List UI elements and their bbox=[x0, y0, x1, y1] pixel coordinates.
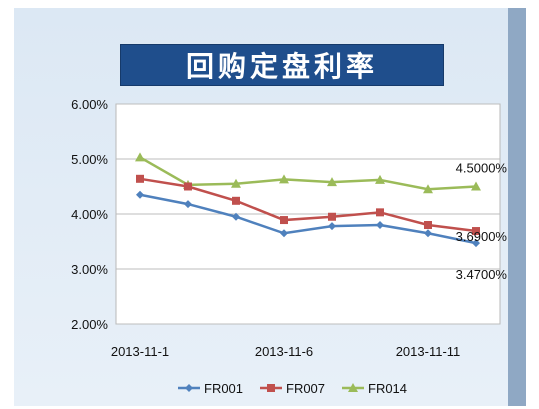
data-point bbox=[184, 182, 192, 191]
x-tick-label: 2013-11-6 bbox=[255, 344, 313, 359]
series-line bbox=[139, 156, 477, 191]
legend-marker bbox=[348, 383, 358, 392]
annotations: 4.5000% 3.6900% 3.4700% bbox=[456, 161, 508, 283]
y-tick-label: 3.00% bbox=[71, 262, 108, 277]
data-point bbox=[471, 181, 481, 191]
data-point bbox=[376, 208, 384, 217]
data-point bbox=[231, 178, 241, 188]
data-point bbox=[280, 216, 288, 225]
series-line bbox=[139, 193, 477, 245]
chart-title: 回购定盘利率 bbox=[120, 44, 444, 86]
series-line bbox=[139, 177, 477, 233]
data-point bbox=[376, 221, 384, 229]
data-label: 3.6900% bbox=[456, 229, 508, 244]
x-tick-label: 2013-11-11 bbox=[396, 344, 461, 359]
data-point bbox=[136, 174, 144, 183]
legend-item-fr001: FR001 bbox=[178, 381, 243, 396]
data-point bbox=[232, 196, 240, 205]
legend: FR001 FR007 FR014 bbox=[178, 381, 407, 396]
data-point bbox=[328, 212, 336, 221]
data-point bbox=[184, 200, 192, 209]
data-point bbox=[424, 229, 432, 238]
y-tick-label: 5.00% bbox=[71, 152, 108, 167]
series-fr001 bbox=[136, 190, 480, 248]
grid-lines bbox=[116, 103, 500, 325]
x-tick-label: 2013-11-1 bbox=[111, 344, 169, 359]
legend-marker bbox=[267, 384, 275, 392]
data-point bbox=[327, 177, 337, 187]
data-point bbox=[328, 222, 336, 231]
data-point bbox=[472, 227, 480, 236]
data-point bbox=[424, 221, 432, 229]
data-point bbox=[279, 174, 289, 184]
data-point bbox=[232, 212, 240, 221]
data-point bbox=[135, 152, 145, 162]
data-label: 4.5000% bbox=[456, 161, 508, 176]
y-tick-label: 4.00% bbox=[71, 207, 108, 222]
data-label: 3.4700% bbox=[456, 267, 508, 282]
data-point bbox=[136, 190, 144, 199]
legend-label: FR007 bbox=[286, 381, 325, 396]
data-point bbox=[423, 184, 433, 194]
legend-label: FR001 bbox=[204, 381, 243, 396]
legend-item-fr014: FR014 bbox=[342, 381, 407, 396]
data-point bbox=[280, 229, 288, 238]
y-tick-label: 6.00% bbox=[71, 97, 108, 112]
x-axis: 2013-11-1 2013-11-6 2013-11-11 bbox=[111, 344, 460, 359]
data-point bbox=[375, 174, 385, 184]
legend-marker bbox=[185, 384, 193, 392]
series-group bbox=[135, 152, 481, 248]
legend-label: FR014 bbox=[368, 381, 407, 396]
series-fr007 bbox=[136, 174, 480, 236]
series-fr014 bbox=[135, 152, 481, 194]
legend-item-fr007: FR007 bbox=[260, 381, 325, 396]
data-point bbox=[472, 239, 480, 248]
y-axis: 2.00% 3.00% 4.00% 5.00% 6.00% bbox=[71, 97, 108, 332]
y-tick-label: 2.00% bbox=[71, 317, 108, 332]
